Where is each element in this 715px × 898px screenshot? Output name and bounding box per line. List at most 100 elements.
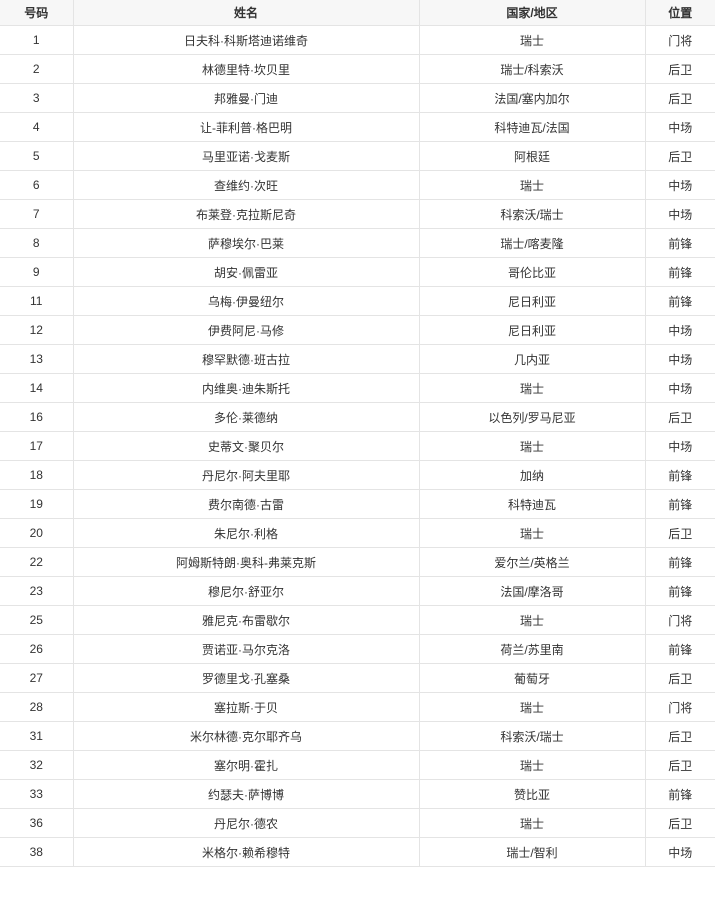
cell-number: 36 [0, 808, 73, 838]
table-row: 38 米格尔·赖希穆特 瑞士/智利 中场 [0, 837, 715, 867]
cell-country: 尼日利亚 [418, 286, 645, 316]
cell-number: 5 [0, 141, 73, 171]
cell-number: 14 [0, 373, 73, 403]
cell-country: 阿根廷 [418, 141, 645, 171]
cell-position: 后卫 [644, 721, 715, 751]
cell-name: 查维约·次旺 [72, 170, 419, 200]
cell-name: 穆罕默德·班古拉 [72, 344, 419, 374]
cell-country: 瑞士 [418, 605, 645, 635]
cell-country: 瑞士 [418, 431, 645, 461]
table-row: 19 费尔南德·古雷 科特迪瓦 前锋 [0, 489, 715, 519]
cell-position: 后卫 [644, 83, 715, 113]
cell-name: 穆尼尔·舒亚尔 [72, 576, 419, 606]
cell-position: 门将 [644, 605, 715, 635]
cell-position: 前锋 [644, 257, 715, 287]
cell-position: 后卫 [644, 402, 715, 432]
cell-number: 32 [0, 750, 73, 780]
cell-country: 尼日利亚 [418, 315, 645, 345]
cell-position: 后卫 [644, 141, 715, 171]
cell-position: 中场 [644, 373, 715, 403]
cell-country: 赞比亚 [418, 779, 645, 809]
cell-name: 费尔南德·古雷 [72, 489, 419, 519]
table-row: 18 丹尼尔·阿夫里耶 加纳 前锋 [0, 460, 715, 490]
table-row: 13 穆罕默德·班古拉 几内亚 中场 [0, 344, 715, 374]
cell-number: 3 [0, 83, 73, 113]
cell-position: 中场 [644, 837, 715, 867]
table-row: 2 林德里特·坎贝里 瑞士/科索沃 后卫 [0, 54, 715, 84]
table-row: 20 朱尼尔·利格 瑞士 后卫 [0, 518, 715, 548]
cell-name: 雅尼克·布雷歇尔 [72, 605, 419, 635]
cell-position: 前锋 [644, 576, 715, 606]
cell-country: 科索沃/瑞士 [418, 721, 645, 751]
cell-number: 1 [0, 25, 73, 55]
cell-position: 中场 [644, 170, 715, 200]
header-country: 国家/地区 [418, 0, 645, 26]
cell-name: 米格尔·赖希穆特 [72, 837, 419, 867]
cell-number: 25 [0, 605, 73, 635]
cell-number: 18 [0, 460, 73, 490]
cell-number: 22 [0, 547, 73, 577]
cell-country: 瑞士 [418, 518, 645, 548]
cell-position: 门将 [644, 692, 715, 722]
cell-position: 后卫 [644, 808, 715, 838]
cell-position: 后卫 [644, 663, 715, 693]
cell-name: 贾诺亚·马尔克洛 [72, 634, 419, 664]
cell-country: 科特迪瓦 [418, 489, 645, 519]
cell-name: 罗德里戈·孔塞桑 [72, 663, 419, 693]
cell-country: 瑞士/科索沃 [418, 54, 645, 84]
cell-number: 16 [0, 402, 73, 432]
table-row: 32 塞尔明·霍扎 瑞士 后卫 [0, 750, 715, 780]
table-row: 27 罗德里戈·孔塞桑 葡萄牙 后卫 [0, 663, 715, 693]
cell-position: 后卫 [644, 54, 715, 84]
cell-country: 瑞士 [418, 808, 645, 838]
cell-position: 后卫 [644, 750, 715, 780]
table-row: 3 邦雅曼·门迪 法国/塞内加尔 后卫 [0, 83, 715, 113]
table-row: 31 米尔林德·克尔耶齐乌 科索沃/瑞士 后卫 [0, 721, 715, 751]
cell-name: 布莱登·克拉斯尼奇 [72, 199, 419, 229]
cell-position: 后卫 [644, 518, 715, 548]
cell-country: 瑞士 [418, 25, 645, 55]
table-row: 26 贾诺亚·马尔克洛 荷兰/苏里南 前锋 [0, 634, 715, 664]
table-row: 11 乌梅·伊曼纽尔 尼日利亚 前锋 [0, 286, 715, 316]
table-row: 17 史蒂文·聚贝尔 瑞士 中场 [0, 431, 715, 461]
cell-country: 以色列/罗马尼亚 [418, 402, 645, 432]
table-row: 7 布莱登·克拉斯尼奇 科索沃/瑞士 中场 [0, 199, 715, 229]
cell-country: 科索沃/瑞士 [418, 199, 645, 229]
cell-position: 前锋 [644, 634, 715, 664]
cell-name: 塞拉斯·于贝 [72, 692, 419, 722]
table-row: 28 塞拉斯·于贝 瑞士 门将 [0, 692, 715, 722]
cell-name: 米尔林德·克尔耶齐乌 [72, 721, 419, 751]
cell-position: 前锋 [644, 779, 715, 809]
cell-position: 中场 [644, 112, 715, 142]
cell-position: 前锋 [644, 460, 715, 490]
cell-name: 胡安·佩雷亚 [72, 257, 419, 287]
table-row: 33 约瑟夫·萨博博 赞比亚 前锋 [0, 779, 715, 809]
table-row: 6 查维约·次旺 瑞士 中场 [0, 170, 715, 200]
header-number: 号码 [0, 0, 73, 26]
cell-name: 乌梅·伊曼纽尔 [72, 286, 419, 316]
cell-country: 瑞士 [418, 170, 645, 200]
cell-number: 7 [0, 199, 73, 229]
header-position: 位置 [644, 0, 715, 26]
cell-number: 12 [0, 315, 73, 345]
cell-name: 丹尼尔·阿夫里耶 [72, 460, 419, 490]
cell-country: 瑞士 [418, 692, 645, 722]
cell-number: 38 [0, 837, 73, 867]
cell-name: 内维奥·迪朱斯托 [72, 373, 419, 403]
cell-country: 瑞士 [418, 373, 645, 403]
table-row: 14 内维奥·迪朱斯托 瑞士 中场 [0, 373, 715, 403]
cell-number: 20 [0, 518, 73, 548]
cell-country: 加纳 [418, 460, 645, 490]
cell-name: 约瑟夫·萨博博 [72, 779, 419, 809]
cell-name: 日夫科·科斯塔迪诺维奇 [72, 25, 419, 55]
table-row: 5 马里亚诺·戈麦斯 阿根廷 后卫 [0, 141, 715, 171]
cell-position: 前锋 [644, 489, 715, 519]
cell-number: 13 [0, 344, 73, 374]
cell-number: 33 [0, 779, 73, 809]
table-row: 36 丹尼尔·德农 瑞士 后卫 [0, 808, 715, 838]
table-row: 4 让-菲利普·格巴明 科特迪瓦/法国 中场 [0, 112, 715, 142]
cell-number: 4 [0, 112, 73, 142]
cell-country: 瑞士/喀麦隆 [418, 228, 645, 258]
table-row: 25 雅尼克·布雷歇尔 瑞士 门将 [0, 605, 715, 635]
header-name: 姓名 [72, 0, 419, 26]
